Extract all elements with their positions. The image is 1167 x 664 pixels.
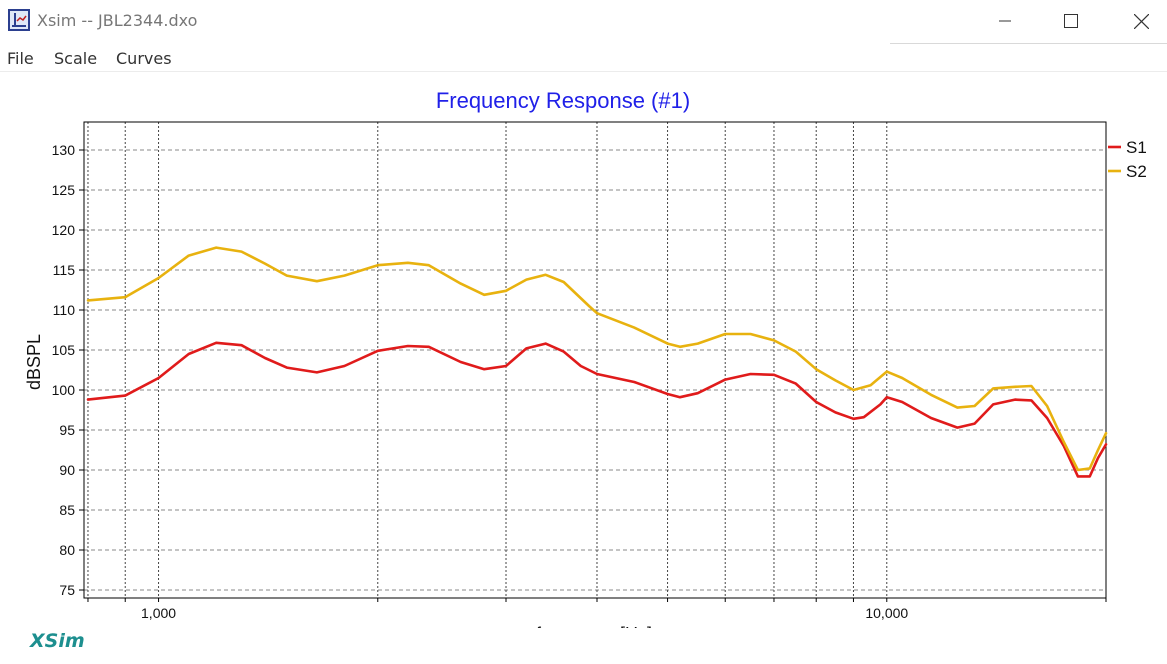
plot-area <box>84 122 1106 598</box>
close-icon <box>1133 13 1149 29</box>
minimize-button[interactable] <box>982 0 1028 42</box>
xsim-brand-logo: XSim <box>30 630 85 652</box>
x-axis-label: frequency [Hz] <box>536 624 652 628</box>
y-tick-label: 130 <box>52 142 76 158</box>
window-titlebar[interactable]: Xsim -- JBL2344.dxo <box>0 0 1167 42</box>
legend-label-s1: S1 <box>1126 138 1147 157</box>
maximize-button[interactable] <box>1048 0 1094 42</box>
minimize-icon <box>999 20 1011 22</box>
series-s1-line <box>86 341 1108 478</box>
y-tick-label: 75 <box>59 582 75 598</box>
xsim-app-icon <box>8 9 30 31</box>
legend-label-s2: S2 <box>1126 162 1147 181</box>
y-tick-label: 95 <box>59 422 75 438</box>
series-s2-line <box>86 246 1108 472</box>
window-title: Xsim -- JBL2344.dxo <box>37 11 198 30</box>
menu-bar: File Scale Curves <box>0 45 1167 72</box>
titlebar-divider <box>890 43 1167 44</box>
y-tick-label: 80 <box>59 542 75 558</box>
y-tick-label: 115 <box>53 262 76 278</box>
y-tick-label: 85 <box>59 502 75 518</box>
y-axis-label: dBSPL <box>24 334 44 390</box>
y-tick-label: 100 <box>52 382 76 398</box>
y-tick-label: 120 <box>52 222 76 238</box>
chart-title: Frequency Response (#1) <box>436 88 690 113</box>
y-tick-label: 105 <box>52 342 76 358</box>
plot-frame <box>83 121 1107 599</box>
y-tick-label: 125 <box>52 182 76 198</box>
maximize-icon <box>1064 14 1078 28</box>
close-button[interactable] <box>1118 0 1164 42</box>
menu-file[interactable]: File <box>7 49 34 68</box>
menu-scale[interactable]: Scale <box>54 49 98 68</box>
y-tick-label: 110 <box>53 302 76 318</box>
x-tick-label: 1,000 <box>141 605 176 621</box>
x-tick-label: 10,000 <box>865 605 908 621</box>
frequency-response-chart[interactable]: 75 80 85 90 95 100 105 110 115 120 125 130 1,000 10,0… <box>0 72 1167 628</box>
menu-curves[interactable]: Curves <box>116 49 172 68</box>
y-tick-label: 90 <box>59 462 75 478</box>
